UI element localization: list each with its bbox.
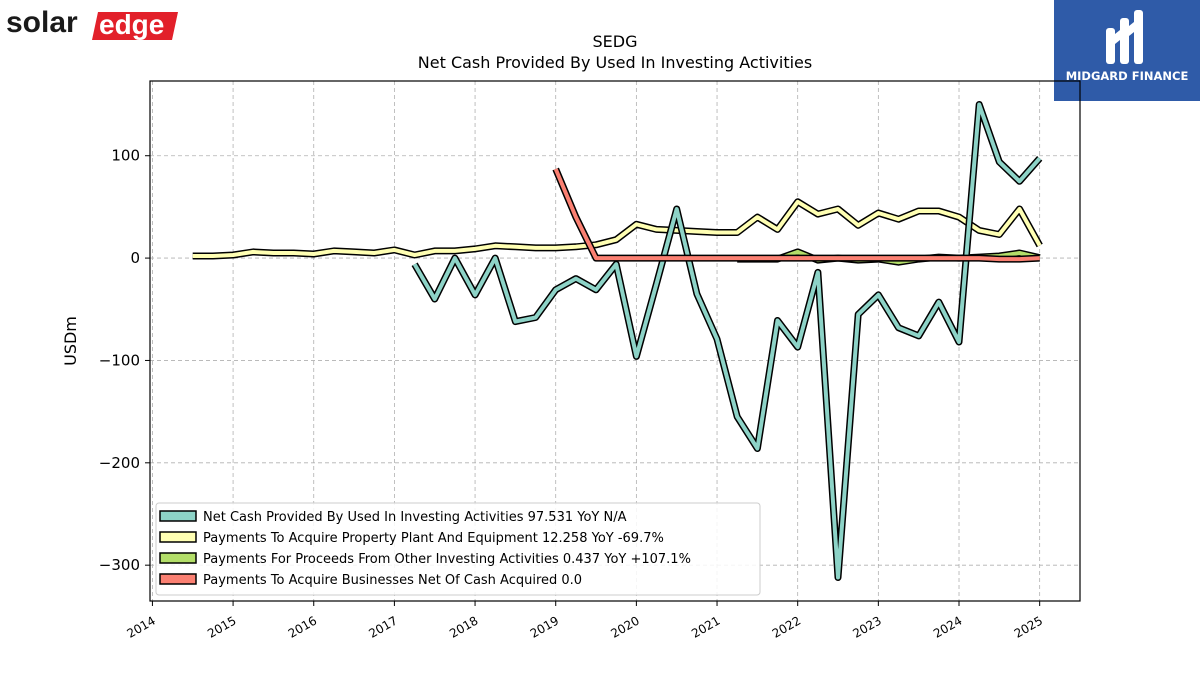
legend-swatch [159,573,197,585]
legend-box [155,502,761,596]
x-tick-label: 2016 [286,613,319,640]
legend-label: Payments To Acquire Businesses Net Of Ca… [203,573,582,588]
midgard-finance-logo: MIDGARD FINANCE [1054,0,1200,101]
x-tick-label: 2022 [770,613,803,640]
legend: Net Cash Provided By Used In Investing A… [155,502,761,596]
y-tick-label: 100 [111,147,140,165]
series-line [553,168,1040,262]
y-tick-label: −200 [99,454,140,472]
series-3 [552,167,1040,263]
series-0 [411,101,1043,581]
x-tick-label: 2024 [931,613,964,640]
legend-swatch [159,510,197,522]
legend-swatch [159,531,197,543]
x-tick-label: 2021 [689,613,722,640]
legend-label: Net Cash Provided By Used In Investing A… [203,510,627,525]
solaredge-logo-text-b: edge [99,9,164,40]
solaredge-logo: solar edge [6,6,182,42]
x-tick-label: 2020 [608,613,641,640]
x-tick-label: 2018 [447,613,480,640]
legend-label: Payments For Proceeds From Other Investi… [203,552,691,567]
series-1 [192,198,1043,260]
y-axis-label: USDm [61,316,80,366]
x-tick-label: 2023 [850,613,883,640]
y-tick-label: −100 [99,351,140,369]
midgard-emblem-icon [1106,10,1143,64]
grid [150,81,1080,601]
x-tick-label: 2014 [124,613,157,640]
midgard-logo-text: MIDGARD FINANCE [1066,69,1189,83]
series-layer [192,101,1043,581]
solaredge-logo-badge [92,12,178,40]
y-tick-label: −300 [99,556,140,574]
y-tick-label: 0 [130,249,140,267]
plot-frame [149,80,1081,602]
chart-subtitle: Net Cash Provided By Used In Investing A… [418,53,812,72]
x-tick-label: 2025 [1012,613,1045,640]
chart-title: SEDG [593,32,638,51]
x-tick-label: 2015 [205,613,238,640]
series-line [412,102,1042,580]
solaredge-logo-text-a: solar [6,6,78,39]
x-tick-label: 2017 [366,613,399,640]
series-line [192,199,1042,258]
x-tick-label: 2019 [528,613,561,640]
legend-label: Payments To Acquire Property Plant And E… [203,531,664,546]
legend-swatch [159,552,197,564]
series-line-outline [192,198,1043,260]
